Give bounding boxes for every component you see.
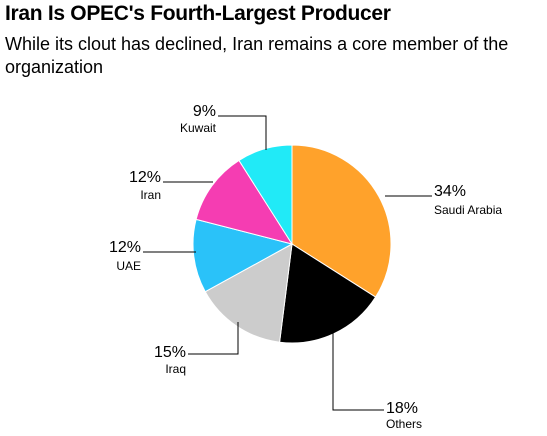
- slice-value-kuwait: 9%: [193, 103, 216, 120]
- chart-title: Iran Is OPEC's Fourth-Largest Producer: [5, 2, 391, 25]
- leader-line-others: [332, 330, 384, 411]
- pie-slice-saudi-arabia: [291, 144, 392, 298]
- label-kuwait: 9% Kuwait: [180, 103, 267, 150]
- pie-slices: [192, 144, 392, 344]
- slice-name-iran: Iran: [140, 188, 161, 202]
- label-saudi-arabia: 34% Saudi Arabia: [385, 183, 502, 217]
- slice-value-saudi-arabia: 34%: [434, 183, 466, 200]
- slice-value-uae: 12%: [109, 239, 141, 256]
- pie-slice-iraq: [204, 243, 293, 343]
- label-iraq: 15% Iraq: [154, 322, 239, 376]
- pie-slice-uae: [192, 218, 294, 293]
- pie-slice-others: [279, 243, 377, 344]
- chart-subtitle: While its clout has declined, Iran remai…: [5, 34, 509, 77]
- label-others: 18% Others: [332, 330, 422, 431]
- slice-name-kuwait: Kuwait: [180, 121, 217, 135]
- slice-name-saudi-arabia: Saudi Arabia: [434, 203, 502, 217]
- pie-slice-iran: [195, 159, 294, 245]
- slice-name-iraq: Iraq: [165, 362, 186, 376]
- pie-slice-kuwait: [238, 144, 293, 246]
- label-iran: 12% Iran: [129, 169, 213, 202]
- leader-line-kuwait: [218, 115, 267, 150]
- slice-name-others: Others: [386, 417, 422, 431]
- slice-value-iran: 12%: [129, 169, 161, 186]
- leader-line-iraq: [188, 322, 239, 355]
- slice-value-others: 18%: [386, 400, 418, 417]
- slice-value-iraq: 15%: [154, 344, 186, 361]
- label-uae: 12% UAE: [109, 239, 196, 273]
- slice-name-uae: UAE: [116, 259, 141, 273]
